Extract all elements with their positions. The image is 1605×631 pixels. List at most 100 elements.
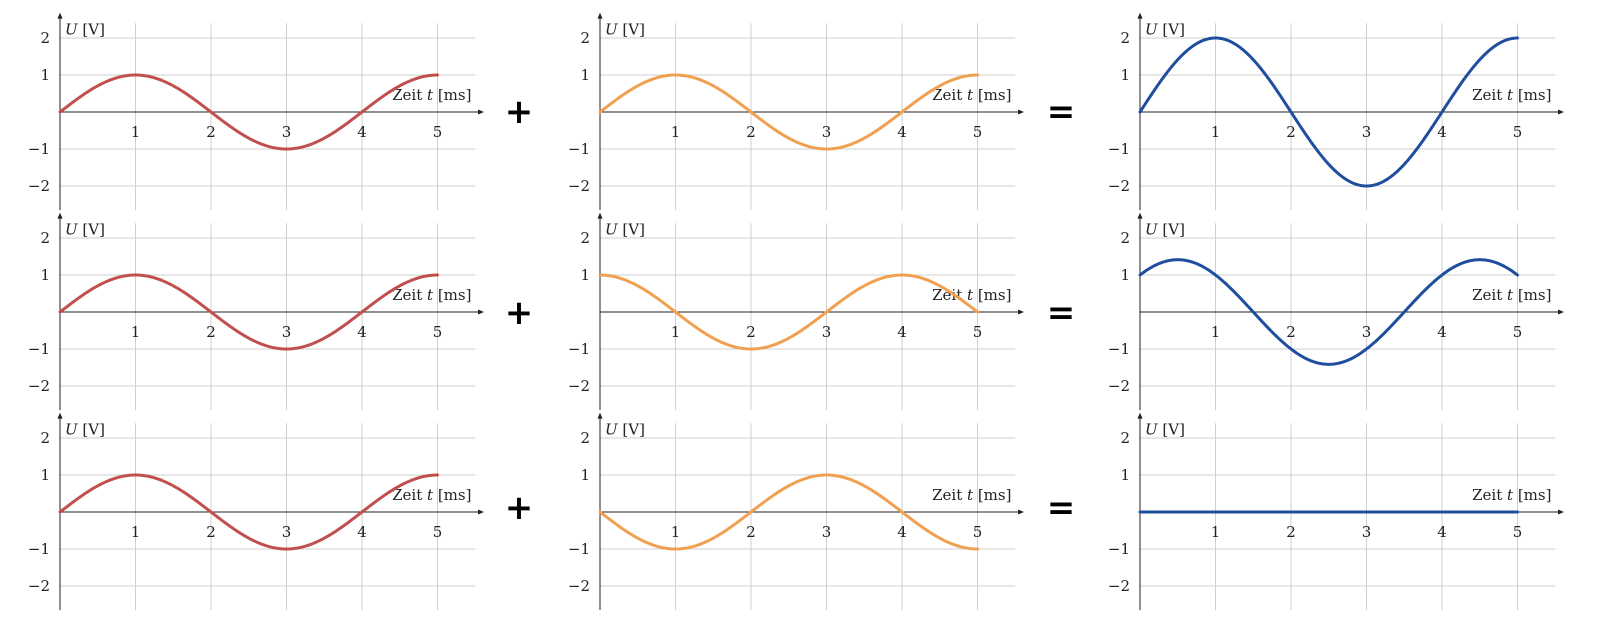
y-tick-label: 1: [40, 466, 50, 484]
x-tick-label: 1: [131, 323, 141, 341]
series-line: [1138, 258, 1519, 366]
x-tick-label: 3: [1362, 323, 1372, 341]
chart-r1-c1: 1 2 3 4 5 2 1 −1 −2 U [V] Zeit t [ms]: [28, 12, 485, 211]
y-axis-label-symbol: U: [605, 220, 619, 238]
x-tick-label: 2: [1286, 523, 1296, 541]
plus-sign-row-2: +: [505, 293, 534, 333]
y-axis-label: U [V]: [605, 420, 645, 438]
y-tick-label: 1: [580, 66, 590, 84]
series-line: [58, 73, 439, 151]
x-tick-label: 2: [746, 323, 756, 341]
x-axis-label-unit: [ms]: [1513, 486, 1551, 504]
y-tick-label: −1: [1108, 140, 1130, 158]
x-axis-label: Zeit t [ms]: [1472, 286, 1551, 304]
x-axis-label-word: Zeit: [1472, 486, 1507, 504]
x-tick-label: 3: [282, 123, 292, 141]
y-axis-label-symbol: U: [65, 20, 79, 38]
x-axis-label-var: t: [427, 286, 434, 304]
x-axis-label-word: Zeit: [932, 86, 967, 104]
x-axis-label-var: t: [967, 86, 974, 104]
x-axis-label-unit: [ms]: [973, 86, 1011, 104]
equals-sign-row-1: =: [1047, 92, 1076, 132]
y-axis-label: U [V]: [1145, 20, 1185, 38]
series-line: [58, 473, 439, 551]
x-tick-label: 2: [1286, 323, 1296, 341]
y-axis-label: U [V]: [65, 20, 105, 38]
x-axis-label-var: t: [427, 486, 434, 504]
y-axis-label: U [V]: [605, 220, 645, 238]
y-axis-arrow: [1137, 12, 1143, 19]
y-tick-label: 2: [1120, 229, 1130, 247]
y-axis-label-symbol: U: [605, 20, 619, 38]
x-axis-label-word: Zeit: [1472, 86, 1507, 104]
y-tick-label: 1: [1120, 266, 1130, 284]
x-tick-label: 3: [282, 323, 292, 341]
x-axis-label-var: t: [967, 486, 974, 504]
chart-r1-c3: 1 2 3 4 5 2 1 −1 −2 U [V] Zeit t [ms]: [1108, 12, 1565, 211]
y-tick-label: −2: [568, 577, 590, 595]
x-axis-label: Zeit t [ms]: [392, 286, 471, 304]
x-axis-label-word: Zeit: [932, 286, 967, 304]
x-tick-label: 5: [1513, 323, 1523, 341]
y-axis-arrow: [1137, 412, 1143, 419]
equals-sign-row-2: =: [1047, 293, 1076, 333]
x-axis-label-word: Zeit: [392, 86, 427, 104]
y-tick-label: 2: [580, 429, 590, 447]
x-axis-label: Zeit t [ms]: [932, 286, 1011, 304]
plus-sign-row-1: +: [505, 92, 534, 132]
x-tick-label: 5: [433, 523, 443, 541]
equals-sign-row-3: =: [1047, 488, 1076, 528]
y-tick-label: −1: [1108, 540, 1130, 558]
series-line: [598, 273, 979, 351]
y-tick-label: −1: [1108, 340, 1130, 358]
x-axis-label-unit: [ms]: [1513, 86, 1551, 104]
y-tick-label: 1: [40, 266, 50, 284]
y-tick-label: 1: [1120, 466, 1130, 484]
x-tick-label: 4: [1437, 323, 1447, 341]
y-axis-label-unit: [V]: [78, 420, 105, 438]
x-tick-label: 4: [897, 123, 907, 141]
y-axis-label-unit: [V]: [618, 420, 645, 438]
y-axis-label-unit: [V]: [1158, 20, 1185, 38]
chart-r3-c3: 1 2 3 4 5 2 1 −1 −2 U [V] Zeit t [ms]: [1108, 412, 1565, 611]
x-tick-label: 1: [671, 523, 681, 541]
plus-sign-row-3: +: [505, 488, 534, 528]
x-axis-label-word: Zeit: [392, 486, 427, 504]
y-axis-arrow: [57, 12, 63, 19]
y-axis-arrow: [597, 412, 603, 419]
x-tick-label: 1: [1211, 123, 1221, 141]
x-tick-label: 2: [746, 123, 756, 141]
x-tick-label: 5: [433, 123, 443, 141]
x-axis-label: Zeit t [ms]: [392, 86, 471, 104]
x-tick-label: 3: [1362, 123, 1372, 141]
y-tick-label: 2: [40, 229, 50, 247]
y-tick-label: 2: [1120, 29, 1130, 47]
x-tick-label: 1: [671, 123, 681, 141]
x-tick-label: 5: [433, 323, 443, 341]
x-tick-label: 5: [973, 523, 983, 541]
x-tick-label: 5: [973, 123, 983, 141]
y-axis-label: U [V]: [605, 20, 645, 38]
x-axis-arrow: [478, 509, 485, 515]
x-tick-label: 3: [822, 523, 832, 541]
x-tick-label: 4: [1437, 123, 1447, 141]
y-tick-label: 2: [40, 29, 50, 47]
x-tick-label: 3: [822, 123, 832, 141]
y-axis-arrow: [597, 12, 603, 19]
y-axis-label: U [V]: [65, 420, 105, 438]
x-axis-label-unit: [ms]: [1513, 286, 1551, 304]
y-tick-label: −1: [568, 340, 590, 358]
chart-r1-c2: 1 2 3 4 5 2 1 −1 −2 U [V] Zeit t [ms]: [568, 12, 1025, 211]
series-line: [598, 473, 979, 551]
y-axis-label-unit: [V]: [78, 220, 105, 238]
y-tick-label: −2: [1108, 177, 1130, 195]
x-tick-label: 3: [822, 323, 832, 341]
x-tick-label: 4: [1437, 523, 1447, 541]
y-tick-label: −2: [1108, 377, 1130, 395]
operators-layer: + = + = + =: [505, 92, 1076, 528]
x-axis-label: Zeit t [ms]: [392, 486, 471, 504]
y-axis-arrow: [597, 212, 603, 219]
y-tick-label: 2: [40, 429, 50, 447]
y-axis-label-symbol: U: [65, 220, 79, 238]
x-axis-label-var: t: [1507, 286, 1514, 304]
